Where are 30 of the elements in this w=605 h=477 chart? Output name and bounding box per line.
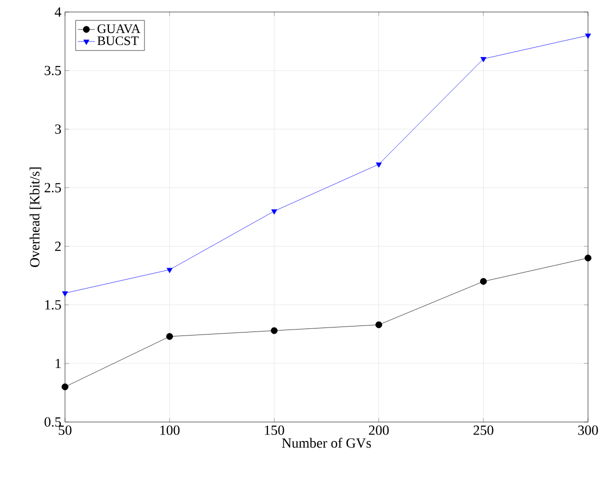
- y-tick-label: 0.5: [44, 417, 61, 427]
- point: [375, 321, 382, 328]
- y-tick-label: 3: [55, 124, 61, 134]
- y-axis-title: Overhead [Kbit/s]: [30, 168, 42, 267]
- point: [271, 209, 278, 215]
- x-tick-label: 150: [264, 426, 284, 435]
- point: [584, 254, 592, 262]
- x-axis-title: Number of GVs: [282, 438, 371, 448]
- point: [376, 162, 382, 168]
- point: [270, 327, 278, 334]
- point: [166, 268, 173, 274]
- point: [166, 333, 173, 340]
- y-tick-label: 1: [56, 358, 61, 368]
- point: [585, 34, 591, 39]
- x-tick-label: 250: [474, 426, 494, 435]
- point: [62, 383, 68, 390]
- y-tick-label: 2: [55, 242, 61, 251]
- y-tick-label: 3.5: [44, 66, 61, 76]
- y-tick-label: 1.5: [45, 300, 61, 310]
- y-tick-label: 4: [54, 7, 62, 17]
- point: [480, 278, 487, 285]
- x-tick-label: 50: [58, 426, 72, 435]
- x-tick-label: 200: [368, 426, 389, 435]
- x-tick-label: 100: [160, 426, 180, 435]
- x-tick-label: 300: [578, 426, 598, 435]
- point: [62, 291, 68, 297]
- legend-label: BUCST: [97, 36, 139, 46]
- legend-label: GUAVA: [98, 24, 140, 34]
- point: [480, 57, 486, 62]
- y-tick-label: 2.5: [44, 183, 61, 192]
